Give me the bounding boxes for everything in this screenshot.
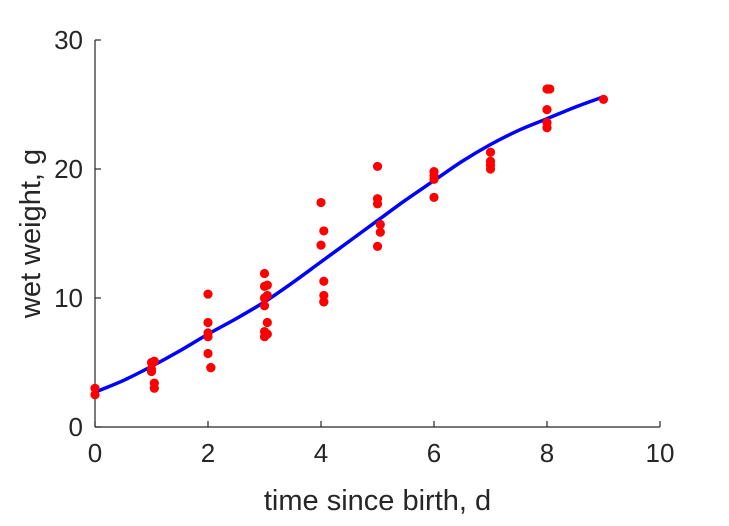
y-axis-title: wet weight, g [15,149,47,319]
data-point [262,317,272,328]
data-point [259,268,270,279]
x-tick-label: 4 [314,438,328,468]
data-point [319,297,329,307]
data-point [429,174,439,184]
data-point [372,161,383,172]
data-point [203,348,213,359]
y-tick-label: 20 [54,154,83,184]
data-point [203,317,213,328]
fit-curve-layer [93,95,606,394]
data-point [262,329,272,339]
data-point [372,241,383,251]
data-point [375,219,385,230]
data-point [146,364,157,374]
data-point [259,301,270,311]
x-tick-label: 0 [88,438,102,468]
data-point [319,226,329,236]
data-point [375,227,385,237]
data-point [316,240,326,250]
data-point [149,383,159,393]
y-tick-label: 0 [69,412,83,442]
y-tick-label: 30 [54,25,83,55]
data-point [485,164,496,174]
x-tick-label: 10 [646,438,675,468]
data-point [206,363,216,373]
fit-curve-line [93,95,606,394]
data-point [90,383,100,393]
data-point [372,199,383,209]
data-point [542,105,552,115]
x-tick-label: 8 [540,438,554,468]
data-point [262,290,272,301]
y-tick-label: 10 [54,283,83,313]
axes: 0 2 4 6 8 10 0 10 20 30 [54,25,674,468]
data-point [545,84,555,94]
data-point [149,356,159,366]
x-tick-label: 6 [427,438,441,468]
data-point [90,390,100,400]
x-axis-title: time since birth, d [264,485,491,517]
x-axis-ticks: 0 2 4 6 8 10 [88,421,675,468]
data-point [598,94,609,104]
data-point [203,332,213,342]
data-point [203,289,213,299]
data-point [542,123,552,133]
data-point [319,290,329,301]
data-point [262,280,272,290]
y-axis-ticks: 0 10 20 30 [54,25,101,442]
data-point [429,192,439,202]
x-tick-label: 2 [201,438,215,468]
data-point [485,147,496,157]
data-point [319,276,329,286]
data-points-layer [90,84,609,400]
data-point [316,197,326,208]
